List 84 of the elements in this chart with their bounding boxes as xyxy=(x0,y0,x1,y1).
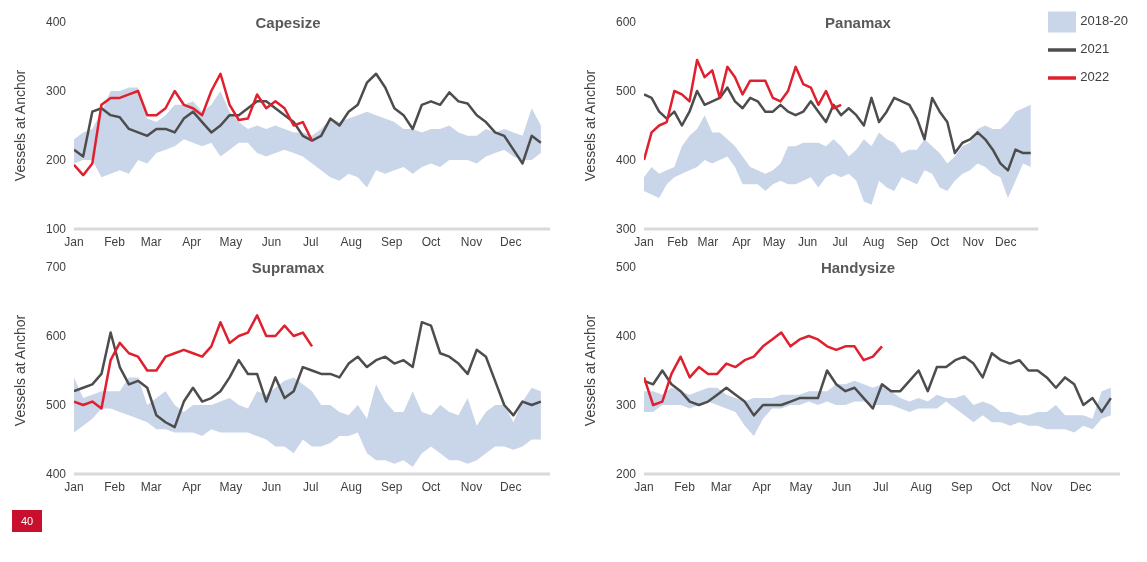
x-tick-label: Jun xyxy=(831,479,852,494)
y-tick-label: 600 xyxy=(45,329,67,344)
y-tick-label: 200 xyxy=(45,153,67,168)
y-tick-label: 400 xyxy=(615,153,637,168)
x-tick-label: Jun xyxy=(261,479,282,494)
x-tick-label: Sep xyxy=(381,479,403,494)
x-tick-label: Jan xyxy=(634,479,654,494)
line-series xyxy=(74,314,314,410)
x-tick-label: Nov xyxy=(460,234,483,249)
x-tick-label: Jul xyxy=(832,234,848,249)
x-tick-label: Jan xyxy=(64,234,84,249)
line-series xyxy=(644,352,1113,417)
x-tick-label: Nov xyxy=(962,234,984,249)
x-tick-label: Mar xyxy=(697,234,719,249)
line-series xyxy=(644,58,843,162)
y-tick-label: 500 xyxy=(45,398,67,413)
x-tick-label: Apr xyxy=(182,479,202,494)
y-tick-label: 300 xyxy=(45,84,67,99)
x-tick-label: Aug xyxy=(862,234,885,249)
legend-label: 2018-20 xyxy=(1080,13,1128,29)
x-tick-label: Aug xyxy=(340,234,362,249)
x-tick-label: May xyxy=(219,234,243,249)
y-tick-label: 400 xyxy=(45,467,67,482)
x-tick-label: Jul xyxy=(303,479,319,494)
x-tick-label: Mar xyxy=(140,479,162,494)
line-series xyxy=(74,320,543,429)
legend-label: 2021 xyxy=(1080,41,1110,57)
chart-title: Capesize xyxy=(255,14,321,31)
y-tick-label: 100 xyxy=(45,222,67,237)
x-tick-label: Nov xyxy=(1030,479,1053,494)
x-tick-label: Mar xyxy=(710,479,732,494)
x-tick-label: Nov xyxy=(460,479,483,494)
y-tick-label: 300 xyxy=(615,222,637,237)
x-tick-label: Jun xyxy=(797,234,818,249)
x-tick-label: Sep xyxy=(381,234,403,249)
x-tick-label: Apr xyxy=(732,234,751,249)
chart-title: Panamax xyxy=(825,14,891,31)
x-tick-label: Dec xyxy=(995,234,1017,249)
chart-title: Supramax xyxy=(251,259,325,276)
x-tick-label: Feb xyxy=(667,234,689,249)
x-tick-label: Feb xyxy=(104,479,126,494)
x-tick-label: Dec xyxy=(1070,479,1092,494)
text: 40 xyxy=(12,510,43,532)
y-tick-label: 500 xyxy=(615,260,637,275)
x-tick-label: Jun xyxy=(261,234,282,249)
y-axis-title: Vessels at Anchor xyxy=(581,314,598,427)
line-series xyxy=(644,331,884,407)
x-tick-label: Aug xyxy=(910,479,932,494)
x-tick-label: Oct xyxy=(421,479,441,494)
x-tick-label: Oct xyxy=(421,234,441,249)
y-tick-label: 200 xyxy=(615,467,637,482)
y-tick-label: 700 xyxy=(45,260,67,275)
x-tick-label: May xyxy=(219,479,243,494)
x-tick-label: Aug xyxy=(340,479,362,494)
y-axis-title: Vessels at Anchor xyxy=(11,314,28,427)
x-tick-label: Feb xyxy=(104,234,126,249)
chart-title: Handysize xyxy=(820,259,896,276)
x-tick-label: Sep xyxy=(951,479,973,494)
x-tick-label: Dec xyxy=(500,234,522,249)
x-tick-label: Oct xyxy=(930,234,950,249)
x-tick-label: Jan xyxy=(634,234,654,249)
y-tick-label: 600 xyxy=(615,15,637,30)
x-tick-label: May xyxy=(762,234,786,249)
x-tick-label: Oct xyxy=(991,479,1011,494)
legend-label: 2022 xyxy=(1080,69,1110,85)
line-series xyxy=(74,72,543,165)
x-tick-label: May xyxy=(789,479,813,494)
y-tick-label: 300 xyxy=(615,398,637,413)
x-tick-label: Jul xyxy=(303,234,319,249)
line-series xyxy=(644,86,1032,172)
line-series xyxy=(74,72,314,177)
y-axis-title: Vessels at Anchor xyxy=(11,69,28,182)
x-tick-label: Apr xyxy=(752,479,772,494)
y-tick-label: 400 xyxy=(615,329,637,344)
y-tick-label: 500 xyxy=(615,84,637,99)
x-tick-label: Feb xyxy=(674,479,696,494)
x-tick-label: Jan xyxy=(64,479,84,494)
y-axis-title: Vessels at Anchor xyxy=(581,69,598,182)
x-tick-label: Apr xyxy=(182,234,202,249)
x-tick-label: Mar xyxy=(140,234,162,249)
y-tick-label: 400 xyxy=(45,15,67,30)
x-tick-label: Sep xyxy=(896,234,919,249)
x-tick-label: Jul xyxy=(873,479,889,494)
x-tick-label: Dec xyxy=(500,479,522,494)
